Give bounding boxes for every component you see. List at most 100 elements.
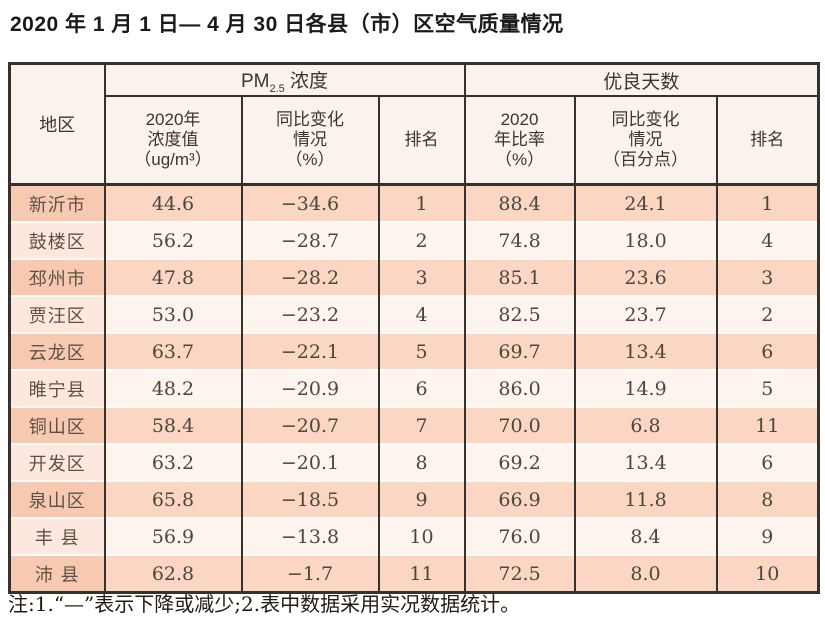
- days-ratio-cell: 74.8: [463, 221, 575, 259]
- pm-value-cell: 65.8: [103, 480, 242, 518]
- region-cell: 睢宁县: [8, 369, 105, 407]
- days-rank-cell: 9: [715, 517, 819, 555]
- pm-value-cell: 47.8: [103, 258, 242, 296]
- pm-rank-cell: 10: [377, 517, 465, 555]
- table-footnote: 注:1.“—”表示下降或减少;2.表中数据采用实况数据统计。: [8, 592, 521, 616]
- pm-rank-cell: 9: [377, 480, 465, 518]
- days-ratio-cell: 82.5: [463, 295, 575, 333]
- days-ratio-cell: 66.9: [463, 480, 575, 518]
- page-title: 2020 年 1 月 1 日— 4 月 30 日各县（市）区空气质量情况: [10, 13, 564, 36]
- region-cell: 云龙区: [8, 332, 105, 370]
- pm-rank-cell: 1: [377, 183, 465, 222]
- table-row: 睢宁县 48.2 −20.9 6 86.0 14.9 5: [8, 369, 819, 407]
- table-row: 鼓楼区 56.2 −28.7 2 74.8 18.0 4: [8, 221, 819, 259]
- pm-rank-cell: 4: [377, 295, 465, 333]
- region-cell: 鼓楼区: [8, 221, 105, 259]
- days-rank-cell: 3: [715, 258, 819, 296]
- column-header-pm-value: 2020年 浓度值 （ug/m³）: [103, 96, 242, 186]
- days-ratio-cell: 70.0: [463, 406, 575, 444]
- pm-change-cell: −20.9: [240, 369, 379, 407]
- pm-rank-cell: 3: [377, 258, 465, 296]
- pm-value-cell: 58.4: [103, 406, 242, 444]
- pm-change-cell: −18.5: [240, 480, 379, 518]
- pm-change-cell: −13.8: [240, 517, 379, 555]
- days-rank-cell: 2: [715, 295, 819, 333]
- days-rank-cell: 1: [715, 183, 819, 222]
- table-row: 邳州市 47.8 −28.2 3 85.1 23.6 3: [8, 258, 819, 296]
- days-rank-cell: 5: [715, 369, 819, 407]
- pm25-label-rest: 浓度: [284, 70, 329, 92]
- pm-rank-cell: 5: [377, 332, 465, 370]
- header-sub-row: 2020年 浓度值 （ug/m³） 同比变化 情况 （%） 排名 2020 年比…: [10, 96, 819, 186]
- table-row: 新沂市 44.6 −34.6 1 88.4 24.1 1: [8, 183, 819, 222]
- pm25-label-subscript: 2.5: [269, 82, 285, 95]
- days-change-cell: 8.4: [573, 517, 717, 555]
- region-cell: 邳州市: [8, 258, 105, 296]
- pm-value-cell: 48.2: [103, 369, 242, 407]
- days-ratio-cell: 85.1: [463, 258, 575, 296]
- pm-value-cell: 53.0: [103, 295, 242, 333]
- pm-value-cell: 62.8: [103, 554, 242, 593]
- group-header-pm25: PM2.5 浓度: [103, 63, 465, 97]
- pm-change-cell: −22.1: [240, 332, 379, 370]
- pm25-label-main: PM: [240, 70, 270, 92]
- table-row: 贾汪区 53.0 −23.2 4 82.5 23.7 2: [8, 295, 819, 333]
- pm-change-cell: −34.6: [240, 183, 379, 222]
- air-quality-table: 地区 PM2.5 浓度 优良天数 2020年 浓度值 （ug/m³） 同比变化 …: [8, 62, 821, 594]
- days-change-cell: 13.4: [573, 443, 717, 481]
- table-row: 沛 县 62.8 −1.7 11 72.5 8.0 10: [8, 554, 819, 593]
- days-change-cell: 14.9: [573, 369, 717, 407]
- days-ratio-cell: 69.2: [463, 443, 575, 481]
- days-rank-cell: 11: [715, 406, 819, 444]
- table-row: 云龙区 63.7 −22.1 5 69.7 13.4 6: [8, 332, 819, 370]
- days-rank-cell: 6: [715, 443, 819, 481]
- pm-change-cell: −28.2: [240, 258, 379, 296]
- table-row: 丰 县 56.9 −13.8 10 76.0 8.4 9: [8, 517, 819, 555]
- region-cell: 开发区: [8, 443, 105, 481]
- days-ratio-cell: 69.7: [463, 332, 575, 370]
- group-header-good-days: 优良天数: [463, 63, 819, 97]
- pm-change-cell: −20.7: [240, 406, 379, 444]
- region-cell: 铜山区: [8, 406, 105, 444]
- column-header-days-rank: 排名: [715, 96, 819, 186]
- days-ratio-cell: 86.0: [463, 369, 575, 407]
- days-rank-cell: 4: [715, 221, 819, 259]
- pm-change-cell: −23.2: [240, 295, 379, 333]
- days-rank-cell: 6: [715, 332, 819, 370]
- days-ratio-cell: 72.5: [463, 554, 575, 593]
- pm-change-cell: −1.7: [240, 554, 379, 593]
- days-rank-cell: 8: [715, 480, 819, 518]
- table-row: 开发区 63.2 −20.1 8 69.2 13.4 6: [8, 443, 819, 481]
- pm-value-cell: 56.2: [103, 221, 242, 259]
- table-body: 新沂市 44.6 −34.6 1 88.4 24.1 1 鼓楼区 56.2 −2…: [8, 183, 819, 593]
- days-change-cell: 23.6: [573, 258, 717, 296]
- column-header-days-change: 同比变化 情况 （百分点）: [573, 96, 717, 186]
- pm-rank-cell: 8: [377, 443, 465, 481]
- pm-value-cell: 44.6: [103, 183, 242, 222]
- region-cell: 沛 县: [8, 554, 105, 593]
- column-header-days-ratio: 2020 年比率 （%）: [463, 96, 575, 186]
- days-change-cell: 18.0: [573, 221, 717, 259]
- pm-rank-cell: 7: [377, 406, 465, 444]
- pm-value-cell: 63.2: [103, 443, 242, 481]
- column-header-pm-change: 同比变化 情况 （%）: [240, 96, 379, 186]
- pm-value-cell: 63.7: [103, 332, 242, 370]
- days-rank-cell: 10: [715, 554, 819, 593]
- region-cell: 贾汪区: [8, 295, 105, 333]
- pm-change-cell: −28.7: [240, 221, 379, 259]
- days-change-cell: 24.1: [573, 183, 717, 222]
- region-cell: 丰 县: [8, 517, 105, 555]
- header-group-row: 地区 PM2.5 浓度 优良天数: [8, 63, 819, 186]
- days-change-cell: 23.7: [573, 295, 717, 333]
- pm-rank-cell: 6: [377, 369, 465, 407]
- days-change-cell: 8.0: [573, 554, 717, 593]
- region-cell: 泉山区: [8, 480, 105, 518]
- column-header-pm-rank: 排名: [377, 96, 465, 186]
- days-change-cell: 11.8: [573, 480, 717, 518]
- table-row: 铜山区 58.4 −20.7 7 70.0 6.8 11: [8, 406, 819, 444]
- pm-rank-cell: 11: [377, 554, 465, 593]
- days-change-cell: 13.4: [573, 332, 717, 370]
- days-change-cell: 6.8: [573, 406, 717, 444]
- pm-rank-cell: 2: [377, 221, 465, 259]
